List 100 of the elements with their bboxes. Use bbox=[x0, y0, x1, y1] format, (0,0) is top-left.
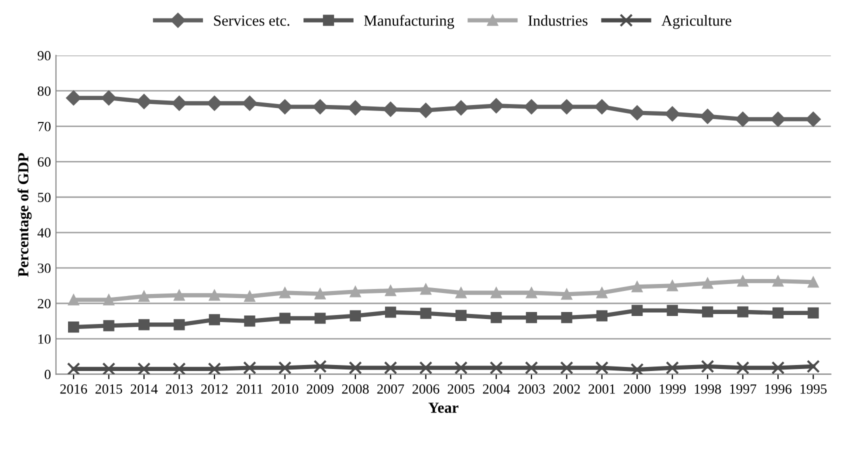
point bbox=[137, 362, 151, 374]
point bbox=[808, 276, 819, 288]
x-axis-title: Year bbox=[428, 402, 458, 413]
x-tick-label: 2012 bbox=[201, 384, 228, 394]
point bbox=[772, 307, 784, 318]
point bbox=[808, 307, 819, 318]
point bbox=[206, 96, 222, 111]
point bbox=[314, 288, 326, 300]
point bbox=[103, 320, 114, 332]
point bbox=[632, 281, 643, 292]
x-tick-label: 2007 bbox=[377, 384, 404, 394]
point bbox=[242, 96, 258, 111]
point bbox=[664, 106, 680, 122]
point bbox=[735, 112, 750, 127]
legend-label: Agriculture bbox=[662, 15, 732, 29]
point bbox=[596, 287, 608, 298]
point bbox=[172, 362, 186, 374]
legend-label: Manufacturing bbox=[364, 14, 454, 29]
y-tick-label: 80 bbox=[38, 86, 51, 96]
point bbox=[136, 94, 152, 110]
x-tick-label: 2004 bbox=[482, 384, 510, 394]
point bbox=[418, 102, 434, 118]
point bbox=[702, 306, 714, 318]
point bbox=[526, 312, 538, 324]
point bbox=[348, 361, 362, 374]
point bbox=[702, 278, 714, 289]
x-tick-label: 2015 bbox=[96, 384, 122, 394]
y-tick-label: 0 bbox=[44, 370, 51, 380]
x-tick-label: 1995 bbox=[800, 384, 827, 394]
point bbox=[560, 361, 574, 374]
point bbox=[596, 310, 608, 322]
y-tick-label: 90 bbox=[38, 51, 51, 60]
x-tick-label: 2016 bbox=[60, 384, 88, 394]
x-tick-label: 2009 bbox=[306, 384, 334, 394]
point bbox=[103, 294, 114, 306]
x-tick-label: 1998 bbox=[694, 384, 721, 394]
legend-label: Industries bbox=[528, 15, 588, 26]
point bbox=[66, 90, 82, 106]
x-tick-label: 2014 bbox=[130, 384, 158, 394]
point bbox=[350, 310, 361, 322]
point bbox=[455, 287, 467, 298]
point bbox=[208, 290, 220, 301]
point bbox=[806, 360, 820, 374]
point bbox=[454, 361, 468, 374]
point bbox=[630, 105, 645, 120]
point bbox=[279, 312, 290, 324]
x-tick-label: 2010 bbox=[272, 384, 298, 394]
point bbox=[420, 284, 432, 295]
point bbox=[559, 99, 574, 114]
point bbox=[174, 290, 185, 301]
point bbox=[244, 290, 256, 302]
x-tick-label: 2002 bbox=[553, 384, 580, 394]
y-tick-label: 10 bbox=[38, 334, 51, 344]
point bbox=[490, 287, 502, 298]
point bbox=[561, 288, 572, 300]
point bbox=[385, 306, 396, 318]
x-tick-label: 2008 bbox=[342, 384, 369, 394]
point bbox=[770, 112, 786, 127]
point bbox=[561, 312, 572, 324]
point bbox=[772, 276, 784, 287]
point bbox=[278, 361, 292, 374]
point bbox=[666, 361, 679, 374]
point bbox=[630, 363, 644, 374]
point bbox=[594, 99, 610, 114]
point bbox=[138, 319, 150, 330]
legend-label: Services etc. bbox=[214, 16, 290, 26]
point bbox=[385, 285, 396, 296]
x-tick-label: 1996 bbox=[765, 384, 792, 394]
point bbox=[172, 96, 187, 111]
point bbox=[524, 361, 538, 374]
x-tick-label: 2005 bbox=[448, 384, 474, 394]
y-tick-label: 70 bbox=[38, 122, 51, 132]
point bbox=[68, 322, 80, 333]
point bbox=[632, 304, 643, 316]
point bbox=[102, 362, 116, 374]
point bbox=[737, 276, 748, 287]
x-tick-label: 1997 bbox=[730, 384, 756, 394]
x-tick-label: 2000 bbox=[624, 384, 650, 394]
point bbox=[279, 287, 290, 298]
point bbox=[700, 360, 714, 374]
y-tick-label: 60 bbox=[38, 157, 51, 167]
point bbox=[383, 102, 398, 117]
y-axis-title: Percentage of GDP bbox=[18, 153, 32, 277]
x-tick-label: 2001 bbox=[588, 384, 615, 394]
y-tick-label: 50 bbox=[38, 192, 51, 202]
point bbox=[348, 100, 363, 116]
point bbox=[350, 286, 361, 298]
point bbox=[174, 319, 185, 330]
y-tick-label: 20 bbox=[38, 298, 51, 308]
x-tick-label: 2011 bbox=[236, 384, 262, 394]
point bbox=[736, 361, 750, 374]
point bbox=[488, 98, 504, 114]
point bbox=[419, 361, 432, 374]
point bbox=[595, 361, 609, 374]
point bbox=[101, 90, 116, 106]
x-tick-label: 2013 bbox=[166, 384, 193, 394]
point bbox=[312, 99, 328, 114]
point bbox=[68, 294, 80, 306]
x-tick-label: 1999 bbox=[660, 384, 686, 394]
x-tick-label: 2003 bbox=[518, 384, 545, 394]
